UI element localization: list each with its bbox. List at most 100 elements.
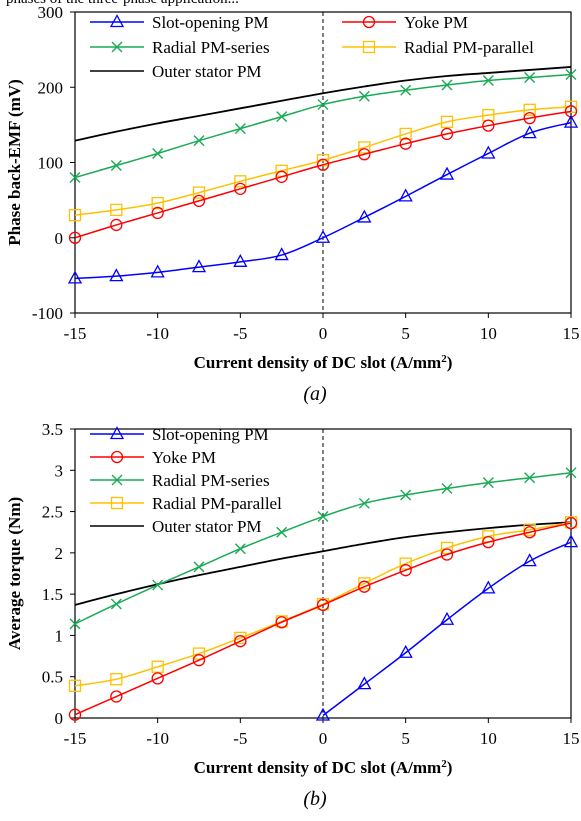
data-point xyxy=(110,690,123,703)
data-point xyxy=(192,194,206,208)
data-point xyxy=(191,259,207,273)
data-point xyxy=(69,172,81,184)
series-outer-stator-pm xyxy=(74,66,572,142)
data-point xyxy=(110,160,122,172)
data-point xyxy=(399,557,412,570)
legend-item: Radial PM-parallel xyxy=(342,38,534,57)
chart-a: -15 -10 -5 0 5 10 15 -100 0 100 200 300 Slot-opening… xyxy=(5,3,580,405)
data-point xyxy=(234,175,247,188)
data-point xyxy=(358,497,370,509)
data-point xyxy=(358,580,371,593)
data-point xyxy=(482,477,494,489)
legend-item: Yoke PM xyxy=(90,448,216,467)
x-tick-label: -10 xyxy=(146,324,169,343)
y-axis-label: Phase back-EMF (mV) xyxy=(5,79,24,246)
data-point xyxy=(439,611,455,625)
data-point xyxy=(275,170,288,183)
legend: Slot-opening PM Yoke PM Radial PM-series Ra… xyxy=(90,13,534,81)
legend-label: Radial PM-series xyxy=(152,38,270,57)
y-tick-label: 100 xyxy=(38,154,64,173)
data-point xyxy=(151,206,164,220)
data-point xyxy=(398,188,413,202)
data-point xyxy=(68,708,82,721)
data-point xyxy=(193,561,205,573)
data-point xyxy=(524,472,536,484)
series-line xyxy=(74,110,572,239)
x-tick-label: 10 xyxy=(480,729,497,748)
legend-item: Slot-opening PM xyxy=(90,13,269,32)
x-tick-label: 0 xyxy=(319,324,328,343)
data-point xyxy=(234,543,246,555)
data-point xyxy=(440,115,454,129)
data-point xyxy=(110,218,123,232)
legend-label: Radial PM-series xyxy=(152,471,270,490)
y-tick-label: 2.5 xyxy=(42,503,63,522)
data-point xyxy=(482,119,495,132)
data-point xyxy=(109,268,124,282)
data-point xyxy=(317,99,329,111)
data-point xyxy=(315,229,331,243)
figure-caption: (a) xyxy=(303,383,327,405)
data-point xyxy=(67,270,83,284)
y-tick-label: 1 xyxy=(55,626,64,645)
legend-item: Radial PM-parallel xyxy=(90,494,282,513)
x-tick-label: 0 xyxy=(319,729,328,748)
legend-label: Slot-opening PM xyxy=(152,13,269,32)
data-point xyxy=(439,166,455,180)
data-point xyxy=(68,209,82,222)
data-point xyxy=(193,135,205,147)
data-point xyxy=(440,541,454,555)
legend-marker xyxy=(110,450,124,464)
data-point xyxy=(524,71,536,83)
figure-caption: (b) xyxy=(303,788,327,810)
data-point xyxy=(482,74,494,86)
series-line xyxy=(74,106,572,216)
data-point xyxy=(192,654,206,667)
x-tick-label: 15 xyxy=(563,729,580,748)
legend-marker xyxy=(109,426,125,440)
x-tick-label: 10 xyxy=(480,324,497,343)
legend-label: Radial PM-parallel xyxy=(404,38,534,57)
data-point xyxy=(522,553,537,567)
data-point xyxy=(151,672,164,685)
data-point xyxy=(358,577,371,590)
data-point xyxy=(152,147,164,159)
data-point xyxy=(563,534,579,548)
x-tick-label: 5 xyxy=(401,729,410,748)
data-point xyxy=(151,196,164,210)
series-line xyxy=(74,121,572,280)
data-point xyxy=(399,137,412,150)
data-point xyxy=(523,103,536,116)
series-line xyxy=(74,522,572,716)
cut-off-header: phases of the three-phase application... xyxy=(0,0,581,8)
data-point xyxy=(69,618,81,630)
data-point xyxy=(234,182,247,195)
y-tick-label: 300 xyxy=(38,3,64,22)
y-tick-label: 2 xyxy=(55,544,64,563)
legend-item: Radial PM-series xyxy=(90,38,270,57)
x-axis-label-text-end: ) xyxy=(447,353,453,372)
y-tick-label: 3.5 xyxy=(42,420,63,439)
legend-label: Yoke PM xyxy=(404,13,468,32)
legend-marker xyxy=(362,15,376,29)
data-point xyxy=(400,84,412,96)
data-point xyxy=(440,127,454,141)
legend-item: Outer stator PM xyxy=(90,62,262,81)
data-point xyxy=(358,141,371,154)
series-yoke-pm xyxy=(68,105,578,244)
data-point xyxy=(317,511,329,523)
data-point xyxy=(316,598,330,612)
x-axis-label-text: Current density of DC slot (A/mm xyxy=(194,353,442,372)
series-line xyxy=(322,541,572,717)
series-slot-opening-pm xyxy=(67,114,579,284)
data-point xyxy=(274,247,289,261)
data-point xyxy=(441,482,453,494)
x-axis-label-superscript: 2 xyxy=(441,758,447,770)
data-point xyxy=(192,186,206,199)
data-point xyxy=(110,673,123,686)
data-point xyxy=(315,707,331,721)
x-axis-label-superscript: 2 xyxy=(441,353,447,365)
data-point xyxy=(110,203,123,217)
data-point xyxy=(399,127,412,141)
